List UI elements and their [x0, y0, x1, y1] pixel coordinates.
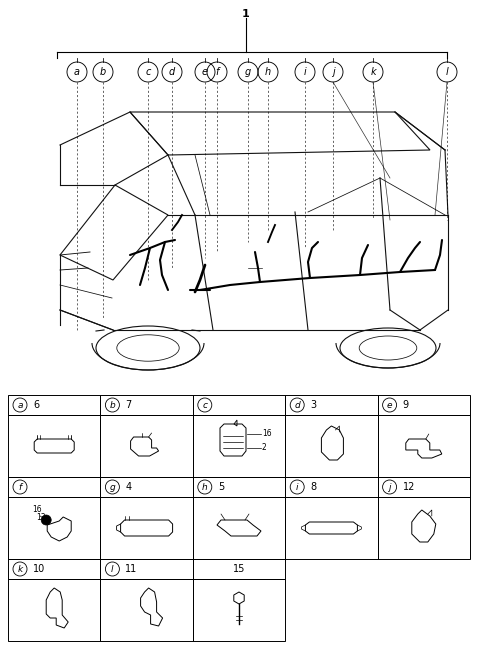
Bar	[8, 579, 100, 641]
Text: 8: 8	[310, 482, 316, 492]
Text: 6: 6	[33, 400, 39, 410]
Text: l: l	[445, 67, 448, 77]
Text: i: i	[304, 67, 306, 77]
Text: 10: 10	[33, 564, 45, 574]
Text: d: d	[169, 67, 175, 77]
Bar	[193, 395, 285, 415]
Bar	[193, 559, 285, 579]
Bar	[100, 497, 193, 559]
Text: f: f	[216, 67, 219, 77]
Circle shape	[41, 515, 51, 525]
Text: b: b	[100, 67, 106, 77]
Text: g: g	[245, 67, 251, 77]
Text: c: c	[145, 67, 151, 77]
Text: l: l	[111, 565, 114, 574]
Text: 3: 3	[310, 400, 316, 410]
Bar	[8, 477, 100, 497]
Text: d: d	[294, 400, 300, 409]
Text: b: b	[109, 400, 115, 409]
Bar	[378, 477, 470, 497]
Text: g: g	[109, 483, 115, 491]
Text: h: h	[265, 67, 271, 77]
Text: 11: 11	[125, 564, 138, 574]
Bar	[100, 579, 193, 641]
Text: 12: 12	[403, 482, 415, 492]
Text: e: e	[202, 67, 208, 77]
Bar	[285, 415, 378, 477]
Bar	[378, 497, 470, 559]
Bar	[378, 395, 470, 415]
Text: 9: 9	[403, 400, 409, 410]
Text: h: h	[202, 483, 208, 491]
Text: j: j	[388, 483, 391, 491]
Bar	[285, 477, 378, 497]
Text: j: j	[332, 67, 335, 77]
Text: 16: 16	[262, 430, 272, 438]
Text: 5: 5	[218, 482, 224, 492]
Text: a: a	[74, 67, 80, 77]
Text: 1: 1	[242, 9, 250, 19]
Text: 16: 16	[32, 506, 42, 514]
Bar	[285, 395, 378, 415]
Text: 2: 2	[262, 443, 267, 453]
Text: 4: 4	[125, 482, 132, 492]
Bar	[193, 497, 285, 559]
Text: k: k	[370, 67, 376, 77]
Bar	[285, 497, 378, 559]
Bar	[193, 579, 285, 641]
Text: i: i	[296, 483, 299, 491]
Bar	[193, 477, 285, 497]
Bar	[8, 395, 100, 415]
Bar	[100, 395, 193, 415]
Text: c: c	[202, 400, 207, 409]
Text: 15: 15	[233, 564, 245, 574]
Text: k: k	[17, 565, 23, 574]
Bar	[8, 559, 100, 579]
Bar	[100, 477, 193, 497]
Text: e: e	[387, 400, 392, 409]
Bar	[100, 415, 193, 477]
Bar	[378, 415, 470, 477]
Bar	[100, 559, 193, 579]
Text: a: a	[17, 400, 23, 409]
Bar	[8, 415, 100, 477]
Bar	[8, 497, 100, 559]
Text: 7: 7	[125, 400, 132, 410]
Text: 13: 13	[36, 514, 46, 523]
Text: f: f	[18, 483, 22, 491]
Bar	[193, 415, 285, 477]
